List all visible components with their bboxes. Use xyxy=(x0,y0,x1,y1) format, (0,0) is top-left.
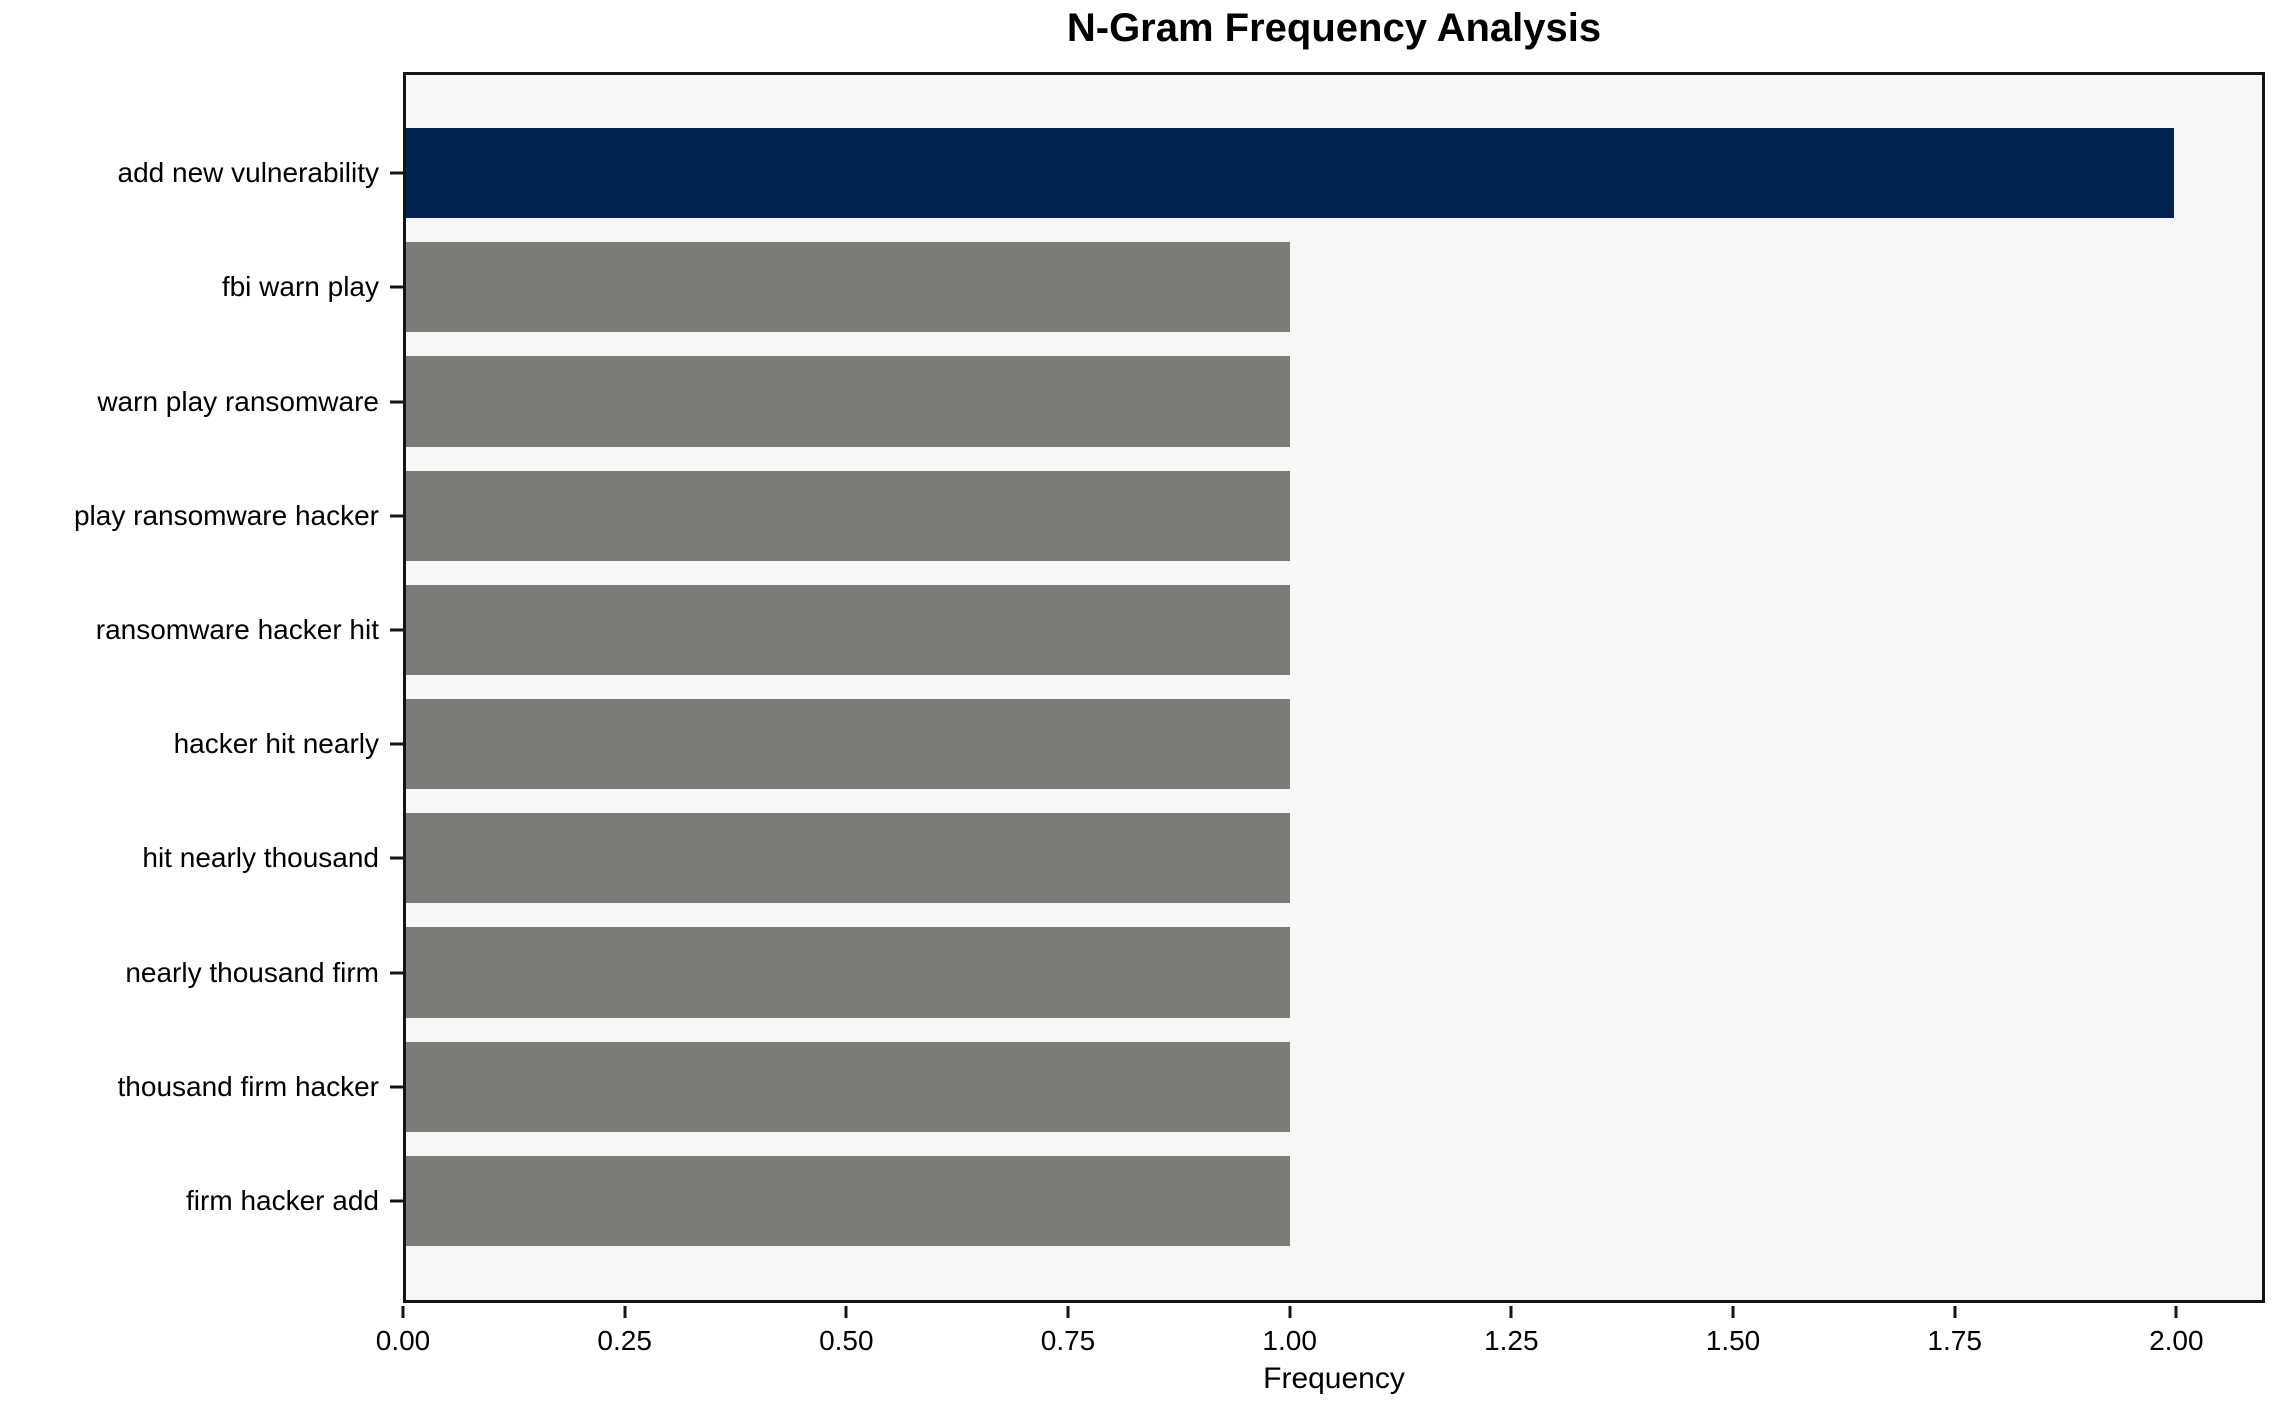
bar xyxy=(406,813,1290,904)
y-tick-mark xyxy=(390,971,403,975)
y-tick-mark xyxy=(390,742,403,746)
x-axis-label: Frequency xyxy=(1263,1362,1405,1395)
x-tick-mark xyxy=(844,1306,848,1318)
y-tick-label: ransomware hacker hit xyxy=(95,613,379,645)
bar-row: hit nearly thousand xyxy=(142,801,2262,915)
bar xyxy=(406,699,1290,790)
y-tick-mark xyxy=(390,171,403,175)
bar-row: thousand firm hacker xyxy=(118,1030,2262,1144)
x-tick-label: 2.00 xyxy=(2149,1325,2204,1356)
x-tick-label: 0.75 xyxy=(1040,1325,1096,1356)
bar-row: hacker hit nearly xyxy=(174,687,2262,801)
bar xyxy=(406,356,1290,447)
y-tick-mark xyxy=(390,1085,403,1089)
chart-title: N-Gram Frequency Analysis xyxy=(1066,6,1602,50)
bar xyxy=(406,470,1290,561)
bar-row: firm hacker add xyxy=(186,1144,2262,1258)
bar xyxy=(406,1155,1290,1247)
bar-row: nearly thousand firm xyxy=(125,915,2262,1029)
y-tick-label: nearly thousand firm xyxy=(125,956,379,988)
x-tick-label: 0.50 xyxy=(819,1325,874,1356)
y-tick-label: add new vulnerability xyxy=(117,157,380,189)
y-tick-label: thousand firm hacker xyxy=(117,1070,379,1102)
x-tick-mark xyxy=(1953,1306,1957,1318)
bar-row: warn play ransomware xyxy=(97,344,2262,458)
bar-row: fbi warn play xyxy=(222,230,2262,344)
x-tick-mark xyxy=(401,1306,405,1318)
y-tick-label: fbi warn play xyxy=(221,271,379,303)
x-tick-mark xyxy=(1731,1306,1735,1318)
y-tick-label: play ransomware hacker xyxy=(73,499,379,531)
bar-rows: add new vulnerability fbi warn play warn p… xyxy=(74,75,2262,1300)
x-tick-mark xyxy=(2174,1306,2178,1318)
x-tick-mark xyxy=(1288,1306,1292,1318)
x-tick-mark xyxy=(623,1306,627,1318)
bar xyxy=(406,584,1290,676)
y-tick-mark xyxy=(390,856,403,860)
bar-row: play ransomware hacker xyxy=(74,459,2262,573)
y-tick-label: warn play ransomware xyxy=(97,385,379,417)
bar-row: ransomware hacker hit xyxy=(96,573,2262,687)
y-tick-label: hacker hit nearly xyxy=(173,728,379,760)
plot-area: add new vulnerability fbi warn play warn p… xyxy=(74,72,2265,1303)
y-tick-label: firm hacker add xyxy=(186,1184,379,1216)
bar xyxy=(406,1041,1290,1132)
x-tick-label: 1.00 xyxy=(1262,1325,1317,1356)
x-tick-label: 0.25 xyxy=(597,1325,652,1356)
y-tick-mark xyxy=(390,514,403,518)
y-tick-mark xyxy=(390,285,403,289)
x-tick-label: 0.00 xyxy=(375,1325,431,1356)
bar xyxy=(406,927,1290,1018)
y-tick-mark xyxy=(390,1199,403,1203)
x-tick-label: 1.25 xyxy=(1484,1325,1539,1356)
x-tick-label: 1.50 xyxy=(1705,1325,1761,1356)
bar xyxy=(406,242,1290,333)
x-tick-mark xyxy=(1509,1306,1513,1318)
bar-row: add new vulnerability xyxy=(118,116,2262,230)
x-axis: 0.00 0.25 0.50 0.75 1.00 1.25 1.50 1.75 2.00 xyxy=(376,1303,2265,1413)
y-tick-mark xyxy=(390,628,403,632)
bar xyxy=(406,127,2174,219)
x-tick-mark xyxy=(1066,1306,1070,1318)
x-tick-label: 1.75 xyxy=(1927,1325,1982,1356)
y-tick-label: hit nearly thousand xyxy=(142,842,379,874)
y-tick-mark xyxy=(390,400,403,403)
